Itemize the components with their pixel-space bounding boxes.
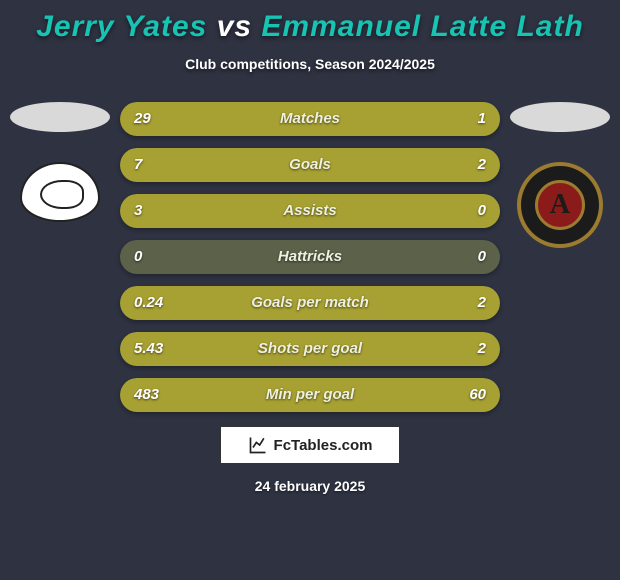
stat-label: Min per goal — [120, 378, 500, 412]
ram-icon — [35, 175, 85, 210]
comparison-title: Jerry Yates vs Emmanuel Latte Lath — [0, 0, 620, 44]
subtitle: Club competitions, Season 2024/2025 — [0, 56, 620, 72]
stat-row: 0Hattricks0 — [120, 240, 500, 274]
vs-text: vs — [217, 10, 252, 43]
stat-value-right: 2 — [478, 286, 486, 320]
shadow-ellipse-right — [510, 102, 610, 132]
shadow-ellipse-left — [10, 102, 110, 132]
footer-date: 24 february 2025 — [0, 478, 620, 494]
stat-value-right: 60 — [469, 378, 486, 412]
stat-label: Goals per match — [120, 286, 500, 320]
stat-row: 5.43Shots per goal2 — [120, 332, 500, 366]
team-badge-left — [10, 102, 110, 222]
team-badge-right: A — [510, 102, 610, 248]
stat-value-right: 2 — [478, 148, 486, 182]
stat-row: 0.24Goals per match2 — [120, 286, 500, 320]
stat-row: 3Assists0 — [120, 194, 500, 228]
stat-label: Hattricks — [120, 240, 500, 274]
footer-logo: FcTables.com — [220, 426, 400, 464]
player2-name: Emmanuel Latte Lath — [261, 10, 583, 43]
stat-label: Assists — [120, 194, 500, 228]
crest-right-letter: A — [535, 180, 585, 230]
stat-label: Matches — [120, 102, 500, 136]
stat-label: Goals — [120, 148, 500, 182]
stat-row: 7Goals2 — [120, 148, 500, 182]
crest-right: A — [517, 162, 603, 248]
stat-value-right: 1 — [478, 102, 486, 136]
footer-logo-text: FcTables.com — [274, 437, 373, 454]
comparison-bars: 29Matches17Goals23Assists00Hattricks00.2… — [120, 102, 500, 412]
stat-row: 483Min per goal60 — [120, 378, 500, 412]
player1-name: Jerry Yates — [36, 10, 207, 43]
stat-row: 29Matches1 — [120, 102, 500, 136]
chart-icon — [248, 435, 268, 455]
crest-left — [20, 162, 100, 222]
stat-value-right: 0 — [478, 240, 486, 274]
stat-value-right: 0 — [478, 194, 486, 228]
stat-label: Shots per goal — [120, 332, 500, 366]
stat-value-right: 2 — [478, 332, 486, 366]
content-area: A 29Matches17Goals23Assists00Hattricks00… — [0, 102, 620, 412]
